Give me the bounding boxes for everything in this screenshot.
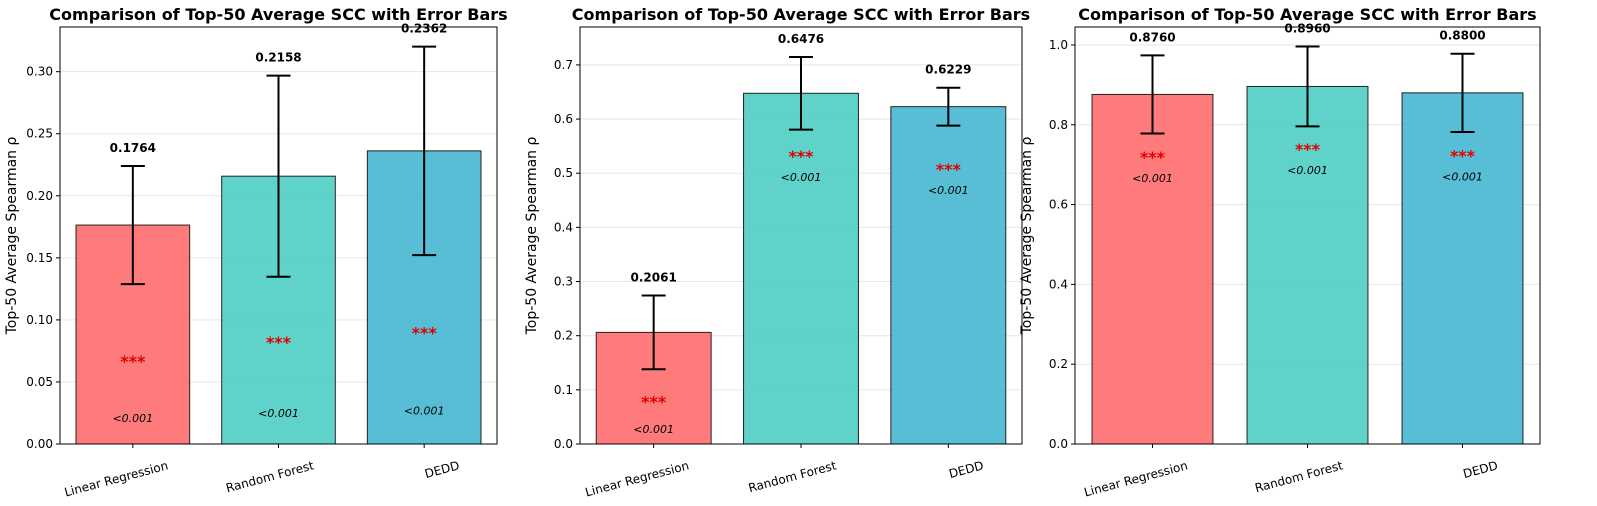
value-label: 0.8800	[1439, 29, 1485, 43]
y-tick-label: 0.10	[26, 313, 53, 327]
x-tick-label: Random Forest	[1253, 458, 1344, 495]
significance-label: ***	[1450, 146, 1476, 165]
subplot: Comparison of Top-50 Average SCC with Er…	[4, 5, 508, 500]
x-tick-label: Random Forest	[747, 458, 838, 495]
y-tick-label: 0.05	[26, 375, 53, 389]
x-tick-label: DEDD	[423, 458, 461, 481]
y-tick-label: 1.0	[1049, 38, 1068, 52]
p-value-label: <0.001	[258, 407, 299, 420]
y-tick-label: 0.6	[1049, 198, 1068, 212]
axes-frame	[59, 26, 498, 445]
y-tick-label: 0.00	[26, 437, 53, 451]
value-label: 0.6229	[925, 63, 971, 77]
significance-label: ***	[936, 160, 962, 179]
significance-label: ***	[120, 352, 146, 371]
y-tick-label: 0.5	[554, 166, 573, 180]
p-value-label: <0.001	[1287, 164, 1328, 177]
y-tick-label: 0.25	[26, 127, 53, 141]
y-tick-label: 0.2	[554, 329, 573, 343]
p-value-label: <0.001	[404, 405, 445, 418]
significance-label: ***	[412, 324, 438, 343]
significance-label: ***	[1295, 140, 1321, 159]
y-tick-label: 0.2	[1049, 357, 1068, 371]
y-tick-label: 0.6	[554, 112, 573, 126]
value-label: 0.8760	[1129, 30, 1175, 44]
chart-title: Comparison of Top-50 Average SCC with Er…	[572, 5, 1030, 24]
value-label: 0.2362	[401, 22, 447, 36]
value-label: 0.6476	[778, 32, 824, 46]
x-tick-label: Linear Regression	[63, 458, 170, 499]
x-tick-label: Linear Regression	[1083, 458, 1190, 499]
y-tick-label: 0.0	[1049, 437, 1068, 451]
bar	[890, 106, 1007, 445]
y-axis-label: Top-50 Average Spearman ρ	[1019, 137, 1035, 336]
axes-frame	[1074, 26, 1541, 445]
x-tick-label: Linear Regression	[584, 458, 691, 499]
y-tick-label: 0.4	[554, 220, 573, 234]
y-tick-label: 0.0	[554, 437, 573, 451]
y-tick-label: 0.8	[1049, 118, 1068, 132]
axes-frame	[579, 26, 1023, 445]
chart-title: Comparison of Top-50 Average SCC with Er…	[1078, 5, 1536, 24]
value-label: 0.2061	[631, 271, 677, 285]
y-tick-label: 0.1	[554, 383, 573, 397]
chart-title: Comparison of Top-50 Average SCC with Er…	[49, 5, 507, 24]
value-label: 0.2158	[255, 51, 301, 65]
y-tick-label: 0.4	[1049, 277, 1068, 291]
y-tick-label: 0.15	[26, 251, 53, 265]
bar	[1091, 93, 1214, 445]
p-value-label: <0.001	[1132, 172, 1173, 185]
p-value-label: <0.001	[112, 412, 153, 425]
bar	[1401, 92, 1524, 445]
x-tick-label: DEDD	[947, 458, 985, 481]
y-axis-label: Top-50 Average Spearman ρ	[524, 137, 540, 336]
value-label: 0.1764	[110, 141, 156, 155]
significance-label: ***	[1140, 148, 1166, 167]
subplot: Comparison of Top-50 Average SCC with Er…	[524, 5, 1030, 500]
y-axis-label: Top-50 Average Spearman ρ	[4, 137, 20, 336]
y-tick-label: 0.20	[26, 189, 53, 203]
y-tick-label: 0.7	[554, 58, 573, 72]
value-label: 0.8960	[1284, 22, 1330, 36]
significance-label: ***	[788, 147, 814, 166]
p-value-label: <0.001	[928, 184, 969, 197]
x-tick-label: DEDD	[1462, 458, 1500, 481]
subplot: Comparison of Top-50 Average SCC with Er…	[1019, 5, 1541, 500]
y-tick-label: 0.3	[554, 275, 573, 289]
significance-label: ***	[641, 393, 667, 412]
y-tick-label: 0.30	[26, 65, 53, 79]
p-value-label: <0.001	[781, 171, 822, 184]
significance-label: ***	[266, 333, 292, 352]
bar	[1246, 85, 1369, 445]
p-value-label: <0.001	[633, 423, 674, 436]
p-value-label: <0.001	[1442, 170, 1483, 183]
x-tick-label: Random Forest	[224, 458, 315, 495]
